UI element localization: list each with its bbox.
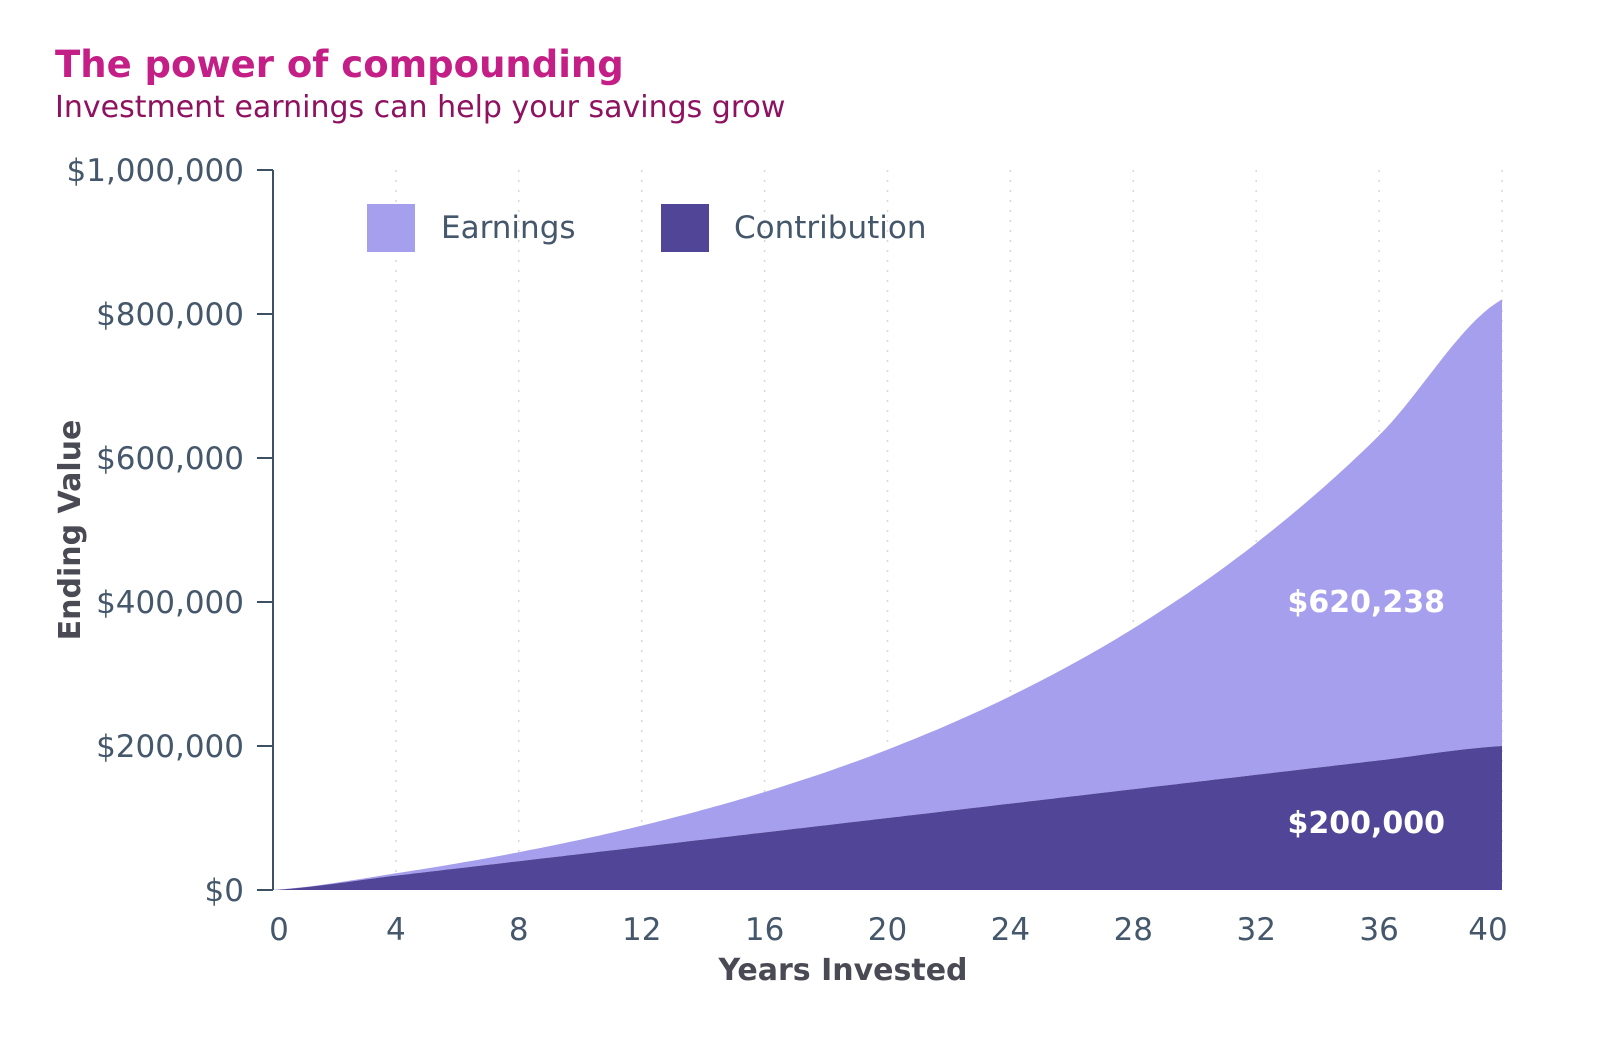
y-tick-label: $400,000	[96, 585, 244, 621]
data-label-contribution: $200,000	[1287, 806, 1445, 841]
x-tick-label: 8	[509, 912, 529, 948]
legend-swatch-earnings	[367, 204, 415, 252]
x-tick-label: 12	[622, 912, 661, 948]
axes: 0 4 8 12 16 20 24 28 32 36 40 $0 $200,000 $400,000 $60…	[67, 153, 1508, 948]
area-series	[273, 299, 1502, 890]
y-tick-label: $0	[205, 873, 244, 909]
x-tick-label: 20	[868, 912, 907, 948]
x-axis-title: Years Invested	[717, 953, 967, 988]
x-tick-label: 16	[745, 912, 784, 948]
x-tick-label: 0	[269, 912, 289, 948]
legend-label-contribution: Contribution	[734, 210, 926, 246]
chart-title: The power of compounding	[55, 43, 624, 86]
legend-label-earnings: Earnings	[441, 210, 576, 246]
area-earnings	[273, 299, 1502, 890]
x-tick-label: 32	[1236, 912, 1275, 948]
x-tick-label: 24	[991, 912, 1030, 948]
x-tick-label: 4	[386, 912, 406, 948]
chart-subtitle: Investment earnings can help your saving…	[55, 90, 785, 125]
y-axis-title: Ending Value	[53, 420, 88, 641]
legend: Earnings Contribution	[367, 204, 926, 252]
x-tick-label: 40	[1468, 912, 1507, 948]
y-tick-label: $200,000	[96, 729, 244, 765]
area-contribution	[273, 746, 1502, 890]
y-tick-label: $600,000	[96, 441, 244, 477]
x-tick-label: 36	[1359, 912, 1398, 948]
legend-swatch-contribution	[661, 204, 709, 252]
data-label-earnings: $620,238	[1287, 585, 1445, 620]
y-tick-label: $800,000	[96, 297, 244, 333]
y-tick-label: $1,000,000	[67, 153, 245, 189]
x-tick-label: 28	[1114, 912, 1153, 948]
